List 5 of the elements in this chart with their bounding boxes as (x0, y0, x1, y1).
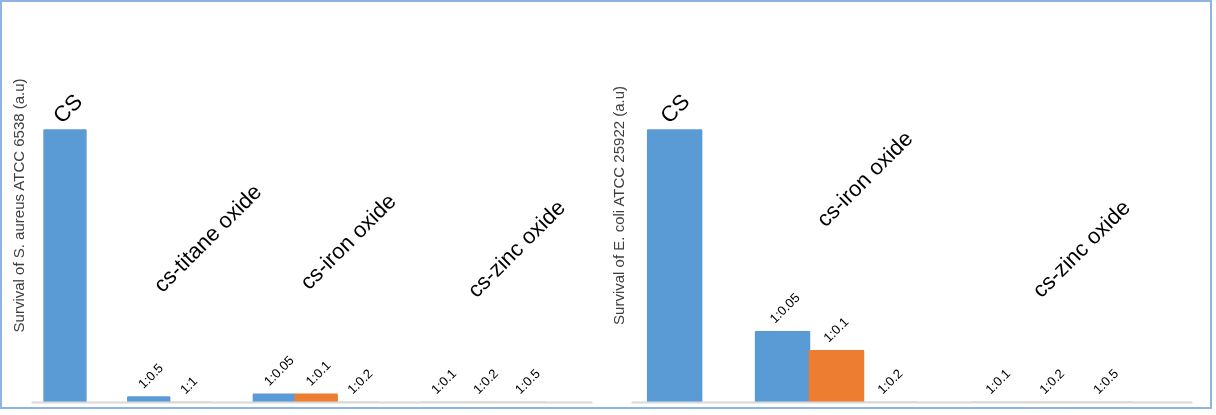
x-tick-label: CS (655, 88, 695, 129)
y-axis-title: Survival of S. aureus ATCC 6538 (a.u) (9, 78, 27, 333)
y-axis-title: Survival of E. coli ATCC 25922 (a.u) (609, 85, 627, 325)
x-tick-label: 1:1 (176, 373, 201, 397)
x-tick-label: CS (47, 88, 88, 129)
